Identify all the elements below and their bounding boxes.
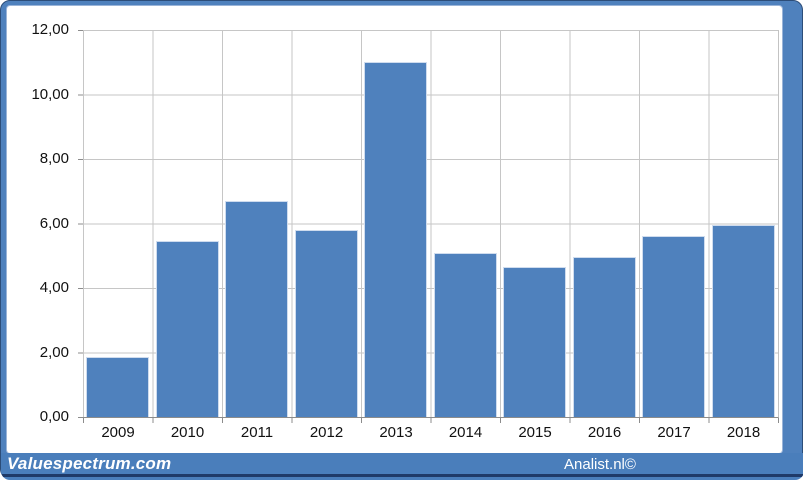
bar-2012 <box>294 230 358 417</box>
bar-2010 <box>155 241 219 417</box>
y-tick-label: 2,00 <box>39 343 69 361</box>
x-tick-label-2018: 2018 <box>726 424 761 441</box>
bar-2011 <box>225 201 288 417</box>
footer-band: Valuespectrum.com Analist.nl© <box>1 453 803 480</box>
y-tick-label: 10,00 <box>31 85 69 103</box>
x-axis-ticks <box>83 418 779 423</box>
bar-2016 <box>572 257 636 417</box>
y-axis-ticks <box>78 30 83 418</box>
brand-watermark: Valuespectrum.com <box>7 454 172 473</box>
x-tick-label-2016: 2016 <box>587 424 622 441</box>
y-tick-label: 12,00 <box>31 21 69 38</box>
plot-area <box>83 30 779 418</box>
bar-2015 <box>503 267 566 417</box>
y-tick-label: 0,00 <box>39 408 69 425</box>
y-tick-label: 4,00 <box>39 279 69 296</box>
chart-canvas: 0,00 2,00 4,00 6,00 8,00 10,00 12,00 2009 2010 2… <box>7 6 782 453</box>
bar-2009 <box>86 357 149 417</box>
x-tick-label-2012: 2012 <box>309 424 344 441</box>
x-tick-label-2010: 2010 <box>170 424 205 441</box>
x-tick-label-2014: 2014 <box>448 424 483 441</box>
credit-watermark: Analist.nl© <box>564 456 636 473</box>
x-tick-label-2009: 2009 <box>101 424 135 441</box>
x-tick-label-2011: 2011 <box>240 424 274 441</box>
footer-divider <box>1 474 803 477</box>
bar-2013 <box>364 62 427 417</box>
bar-2014 <box>433 253 497 417</box>
y-tick-label: 8,00 <box>39 150 69 167</box>
bar-2018 <box>711 225 775 417</box>
x-tick-label-2013: 2013 <box>379 424 413 441</box>
bar-2017 <box>642 236 705 417</box>
x-tick-label-2015: 2015 <box>518 424 552 441</box>
y-tick-label: 6,00 <box>39 214 69 232</box>
x-tick-label-2017: 2017 <box>657 424 691 441</box>
